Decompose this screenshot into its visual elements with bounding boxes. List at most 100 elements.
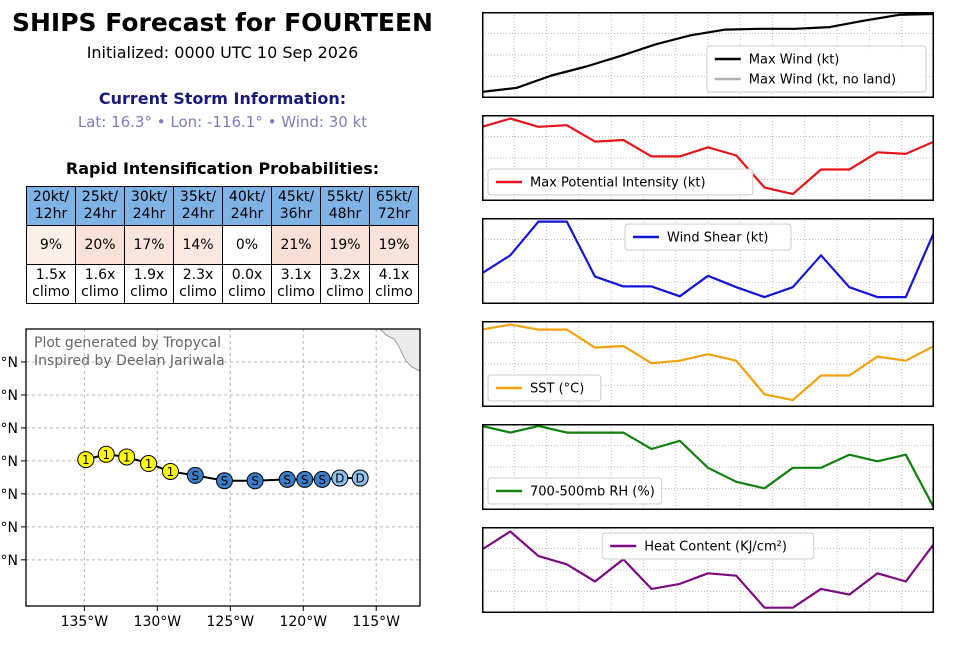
ri-climo-cell: 1.6x climo bbox=[75, 264, 125, 304]
map-annotation: Inspired by Deelan Jariwala bbox=[34, 353, 225, 369]
legend-box bbox=[624, 223, 792, 251]
track-point: 1 bbox=[118, 448, 136, 466]
map-annotation: Plot generated by Tropycal bbox=[34, 335, 221, 351]
series-line bbox=[482, 12, 934, 93]
panel-frame bbox=[482, 527, 934, 613]
y-tick-label: °N bbox=[1, 454, 18, 470]
ri-climo-cell: 1.9x climo bbox=[124, 264, 174, 304]
legend: Wind Shear (kt) bbox=[624, 223, 792, 251]
ri-col-header: 65kt/72hr bbox=[369, 186, 419, 226]
track-point-label: S bbox=[191, 469, 199, 483]
ri-header-row: 20kt/12hr 25kt/24hr 30kt/24hr 35kt/24hr 40kt… bbox=[26, 186, 419, 226]
x-tick-label: 130°W bbox=[134, 614, 182, 630]
ri-col-header: 45kt/36hr bbox=[271, 186, 321, 226]
track-point-label: S bbox=[301, 473, 309, 487]
track-point-marker bbox=[118, 448, 136, 466]
ri-prob-cell: 0% bbox=[222, 225, 272, 265]
track-point-marker bbox=[140, 455, 158, 473]
ri-climo-cell: 1.5x climo bbox=[26, 264, 76, 304]
panel-svg: Max Potential Intensity (kt) bbox=[482, 115, 934, 201]
track-point: S bbox=[313, 470, 331, 488]
y-tick-label: °N bbox=[1, 487, 18, 503]
ri-prob-cell: 17% bbox=[124, 225, 174, 265]
ri-table: 20kt/12hr 25kt/24hr 30kt/24hr 35kt/24hr 40kt… bbox=[26, 186, 419, 304]
series-line bbox=[482, 530, 934, 609]
track-point: D bbox=[331, 469, 349, 487]
track-point: 1 bbox=[140, 455, 158, 473]
y-tick-label: °N bbox=[1, 388, 18, 404]
ri-climo-cell: 3.2x climo bbox=[320, 264, 370, 304]
track-point-marker bbox=[313, 470, 331, 488]
track-point-label: S bbox=[283, 473, 291, 487]
x-tick-label: 115°W bbox=[352, 614, 400, 630]
ri-climo-cell: 0.0x climo bbox=[222, 264, 272, 304]
coastline bbox=[379, 329, 420, 372]
track-point: D bbox=[351, 469, 369, 487]
ri-prob-cell: 9% bbox=[26, 225, 76, 265]
track-point-marker bbox=[215, 472, 233, 490]
legend-box bbox=[487, 168, 754, 196]
track-point-marker bbox=[186, 466, 204, 484]
wind-shear-panel: Wind Shear (kt) bbox=[482, 218, 934, 304]
legend: Max Wind (kt) Max Wind (kt, no land) bbox=[706, 45, 927, 93]
track-point: S bbox=[186, 466, 204, 484]
panel-svg: Heat Content (KJ/cm²) bbox=[482, 527, 934, 613]
track-point-label: 1 bbox=[145, 457, 153, 471]
panel-frame bbox=[482, 424, 934, 510]
track-point: 1 bbox=[97, 445, 115, 463]
track-point: S bbox=[215, 472, 233, 490]
x-tick-label: 120°W bbox=[279, 614, 327, 630]
track-point-label: 1 bbox=[102, 448, 110, 462]
legend-label: Heat Content (KJ/cm²) bbox=[644, 540, 787, 555]
legend-label: Max Potential Intensity (kt) bbox=[530, 176, 706, 191]
sst-panel: SST (°C) bbox=[482, 321, 934, 407]
legend-box bbox=[487, 477, 663, 505]
panel-frame bbox=[482, 218, 934, 304]
ri-prob-row: 9% 20% 17% 14% 0% 21% 19% 19% bbox=[26, 225, 419, 265]
panel-svg: 700-500mb RH (%) bbox=[482, 424, 934, 510]
track-point-label: S bbox=[318, 473, 326, 487]
ri-prob-cell: 21% bbox=[271, 225, 321, 265]
rh-panel: 700-500mb RH (%) bbox=[482, 424, 934, 510]
track-point-label: D bbox=[356, 472, 365, 486]
legend: Heat Content (KJ/cm²) bbox=[601, 532, 815, 560]
ri-heading: Rapid Intensification Probabilities: bbox=[65, 159, 380, 178]
track-point: 1 bbox=[77, 451, 95, 469]
map-frame bbox=[25, 328, 421, 607]
legend: 700-500mb RH (%) bbox=[487, 477, 663, 505]
heat-content-panel: Heat Content (KJ/cm²) bbox=[482, 527, 934, 613]
ri-climo-row: 1.5x climo 1.6x climo 1.9x climo 2.3x climo 0.0x… bbox=[26, 264, 419, 304]
track-point-marker bbox=[351, 469, 369, 487]
series-line bbox=[482, 117, 934, 196]
track-point-marker bbox=[77, 451, 95, 469]
ri-col-header: 20kt/12hr bbox=[26, 186, 76, 226]
ri-prob-cell: 20% bbox=[75, 225, 125, 265]
current-storm-info: Lat: 16.3° • Lon: -116.1° • Wind: 30 kt bbox=[77, 113, 368, 131]
series-line bbox=[482, 424, 934, 509]
track-point: S bbox=[246, 472, 264, 490]
legend-label: Max Wind (kt) bbox=[749, 53, 840, 68]
track-point: S bbox=[278, 470, 296, 488]
track-point-label: 1 bbox=[123, 450, 131, 464]
ri-climo-cell: 4.1x climo bbox=[369, 264, 419, 304]
panel-svg: Max Wind (kt) Max Wind (kt, no land) bbox=[482, 12, 934, 98]
legend-box bbox=[601, 532, 815, 560]
track-point: S bbox=[296, 470, 314, 488]
ri-prob-cell: 19% bbox=[369, 225, 419, 265]
track-point-marker bbox=[331, 469, 349, 487]
series-line bbox=[482, 220, 934, 299]
track-point-marker bbox=[296, 470, 314, 488]
max-wind-panel: Max Wind (kt) Max Wind (kt, no land) bbox=[482, 12, 934, 98]
track-point-marker bbox=[246, 472, 264, 490]
y-tick-label: °N bbox=[1, 553, 18, 569]
track-map: 1 1 1 1 1 S S S S S S D D Plot generated by Tropycal I… bbox=[0, 325, 445, 645]
panel-frame bbox=[482, 12, 934, 98]
ri-col-header: 40kt/24hr bbox=[222, 186, 272, 226]
ri-prob-cell: 19% bbox=[320, 225, 370, 265]
y-tick-label: °N bbox=[1, 355, 18, 371]
ri-prob-cell: 14% bbox=[173, 225, 223, 265]
panel-frame bbox=[482, 115, 934, 201]
track-point-label: 1 bbox=[167, 465, 175, 479]
panel-frame bbox=[482, 321, 934, 407]
